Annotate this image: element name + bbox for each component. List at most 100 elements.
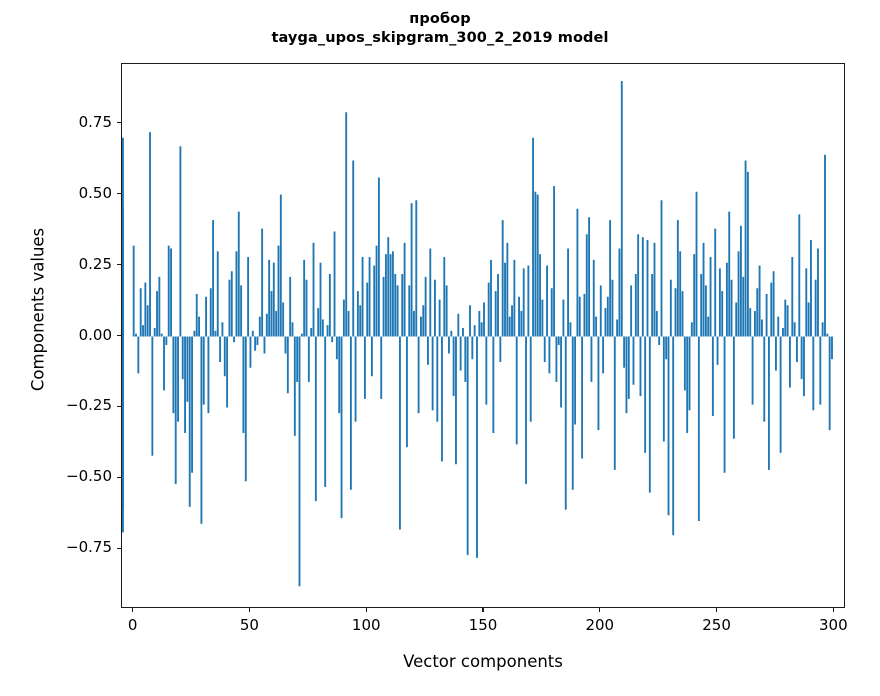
bar [569,322,572,337]
bar [639,336,642,397]
bar [672,336,675,536]
chart-title: пробор tayga_upos_skipgram_300_2_2019 mo… [0,10,880,48]
bar [261,228,264,337]
bar [170,248,172,337]
bar [473,325,476,337]
y-tick-label: 0.50 [78,183,112,202]
bar [590,336,593,382]
bar [739,225,742,337]
bar [216,251,219,337]
x-tick-label: 100 [351,616,381,634]
plot-area [122,64,844,607]
bar [289,276,292,337]
bar [328,274,331,337]
bar [417,336,420,414]
bar [312,242,315,337]
y-tick-mark [117,405,121,408]
bar [732,336,735,439]
bar [394,274,397,337]
bar [240,285,243,337]
bar [296,336,299,382]
bar [557,336,560,346]
bar [366,282,369,337]
bar [200,336,203,524]
bar [122,248,124,337]
bar [300,333,303,337]
bar [174,336,177,485]
bar [611,279,614,337]
bar [711,336,714,416]
bar [469,305,471,337]
bar [767,336,770,470]
bar [375,245,378,337]
bar [279,194,282,337]
bar [597,336,600,431]
bar [576,208,579,337]
bar [805,268,808,337]
bar [338,336,341,414]
bar [441,336,443,462]
bar [501,220,504,337]
y-tick-label: 0.00 [78,325,112,344]
bar [499,336,502,363]
bar [681,291,684,337]
bar [247,257,250,337]
bar [370,336,373,377]
bar [828,336,831,431]
bar [144,282,147,337]
bar [483,302,485,337]
bar [277,245,280,337]
bar [700,274,703,337]
bar [219,336,222,363]
y-tick-mark [117,547,121,549]
bar [410,203,413,337]
bar [384,254,387,337]
bar [212,220,215,337]
bar [775,336,777,371]
bar [205,296,208,337]
bar [424,276,427,337]
bar [235,251,238,337]
bar [226,336,229,408]
bar [548,336,551,374]
bar [784,299,787,337]
y-tick-mark [117,476,121,478]
bar-series [122,81,833,587]
bar [429,248,432,337]
bar [455,336,457,465]
bar [707,316,710,337]
bar [742,276,745,337]
bar [676,220,679,337]
bar [139,288,142,337]
y-tick-label: −0.50 [66,467,112,486]
bar [368,257,371,337]
bar [578,296,581,337]
bar [156,291,158,337]
x-tick-mark [715,608,718,612]
bar [377,177,380,337]
x-tick-label: 0 [127,616,138,634]
bar [142,325,144,337]
bar [690,322,693,337]
bar [476,336,478,558]
bar [464,336,467,382]
bar [331,336,334,343]
bar [758,265,761,337]
bar [602,336,605,374]
bar [445,285,448,337]
bar [181,336,184,380]
bar [242,336,245,434]
bar [728,211,731,337]
x-tick-mark [365,608,367,612]
bar [553,186,555,337]
bar [550,288,553,337]
bar [735,302,738,337]
bar [595,316,598,337]
bar [398,336,401,530]
bar [618,248,621,337]
bar [683,336,686,391]
bar [221,322,224,337]
bar [679,251,682,337]
bar [765,293,768,337]
bar [396,285,399,337]
